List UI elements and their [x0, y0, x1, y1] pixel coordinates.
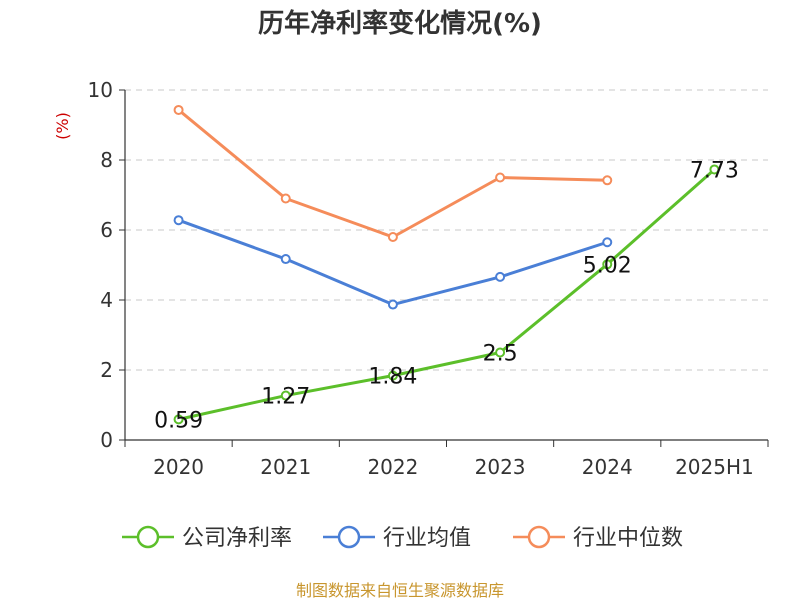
legend-marker-3[interactable] — [527, 525, 551, 549]
legend-marker-1[interactable] — [136, 525, 160, 549]
series-line-1 — [178, 168, 716, 421]
x-tick-label-2023: 2023 — [475, 455, 526, 479]
series-1-point-2020[interactable] — [173, 414, 184, 425]
x-tick-label-2020: 2020 — [153, 455, 204, 479]
series-3-point-2023[interactable] — [495, 172, 506, 183]
series-line-3 — [177, 108, 608, 239]
y-axis-unit: (%) — [53, 112, 72, 140]
series-2-point-2024[interactable] — [602, 237, 613, 248]
series-1-point-2025H1[interactable] — [709, 164, 720, 175]
data-label-2025H1: 7.73 — [690, 158, 739, 183]
data-label-2023: 2.5 — [483, 342, 518, 367]
chart-title: 历年净利率变化情况(%) — [258, 8, 542, 39]
legend-label-3[interactable]: 行业中位数 — [573, 526, 683, 551]
series-group — [173, 104, 720, 425]
legend-marker-2[interactable] — [337, 525, 361, 549]
y-tick-label-6: 6 — [100, 218, 113, 242]
data-labels: 0.59 1.27 1.84 2.5 5.02 7.73 — [154, 158, 739, 433]
legend-label-1[interactable]: 公司净利率 — [182, 526, 292, 551]
data-label-2021: 1.27 — [261, 385, 310, 410]
y-tick-label-2: 2 — [100, 358, 113, 382]
series-3-point-2021[interactable] — [280, 193, 291, 204]
x-tick-label-2025H1: 2025H1 — [675, 455, 754, 479]
y-tick-label-4: 4 — [100, 288, 113, 312]
series-3-point-2024[interactable] — [602, 175, 613, 186]
series-1-point-2022[interactable] — [387, 370, 398, 381]
grid-lines — [125, 89, 768, 371]
y-tick-label-0: 0 — [100, 428, 113, 452]
data-label-2020: 0.59 — [154, 408, 203, 433]
y-tick-label-8: 8 — [100, 148, 113, 172]
source-note: 制图数据来自恒生聚源数据库 — [296, 581, 504, 600]
series-2-point-2022[interactable] — [387, 299, 398, 310]
series-1-point-2024[interactable] — [602, 259, 613, 270]
x-tick-label-2024: 2024 — [582, 455, 633, 479]
series-2-point-2021[interactable] — [280, 254, 291, 265]
y-tick-label-10: 10 — [88, 78, 113, 102]
x-tick-label-2021: 2021 — [260, 455, 311, 479]
x-tick-label-2022: 2022 — [367, 455, 418, 479]
legend-label-2[interactable]: 行业均值 — [383, 526, 471, 551]
series-3-point-2020[interactable] — [173, 104, 184, 115]
series-3-point-2022[interactable] — [387, 232, 398, 242]
series-2-point-2023[interactable] — [495, 271, 506, 282]
series-1-point-2021[interactable] — [280, 390, 291, 401]
axes: 0 2 4 6 8 10 2020 2021 2022 2023 2024 2025H1 — [88, 78, 769, 479]
series-2-point-2020[interactable] — [173, 215, 184, 226]
legend[interactable]: 公司净利率 行业均值 行业中位数 — [122, 525, 683, 551]
data-label-2022: 1.84 — [368, 365, 417, 390]
data-label-2024: 5.02 — [583, 253, 632, 278]
series-1-point-2023[interactable] — [495, 347, 506, 358]
